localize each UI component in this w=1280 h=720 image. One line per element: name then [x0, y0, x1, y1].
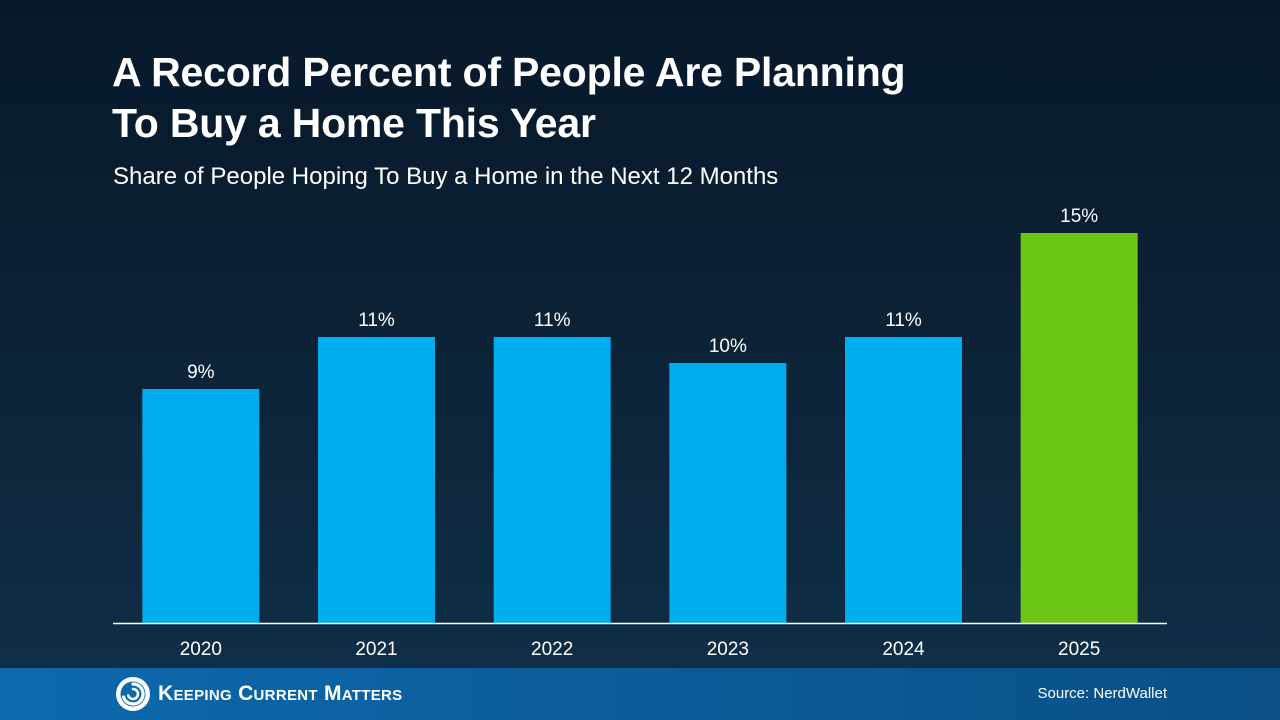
source-note: Source: NerdWallet — [1037, 685, 1168, 702]
x-tick-2023: 2023 — [707, 639, 749, 660]
x-tick-2020: 2020 — [180, 639, 222, 660]
chart-title: A Record Percent of People Are Planning … — [112, 47, 1112, 149]
brand-name: Keeping Current Matters — [158, 682, 403, 705]
chart-subtitle: Share of People Hoping To Buy a Home in … — [113, 163, 779, 190]
bar-2020 — [142, 389, 260, 623]
bar-2023 — [669, 363, 787, 623]
title-line-2: To Buy a Home This Year — [112, 100, 596, 146]
x-tick-2025: 2025 — [1058, 639, 1100, 660]
data-label-2024: 11% — [885, 310, 922, 331]
bar-2025 — [1020, 233, 1138, 623]
bar-chart: 9% 2020 11% 2021 11% 2022 10% 2023 11% 2024 15% 202… — [142, 206, 1138, 660]
x-tick-2021: 2021 — [355, 639, 397, 660]
data-label-2021: 11% — [358, 310, 395, 331]
bar-2022 — [493, 337, 611, 623]
data-label-2023: 10% — [709, 336, 747, 357]
x-tick-2022: 2022 — [531, 639, 573, 660]
data-label-2022: 11% — [534, 310, 571, 331]
x-tick-2024: 2024 — [882, 639, 925, 660]
data-label-2020: 9% — [187, 362, 215, 383]
data-label-2025: 15% — [1060, 206, 1098, 227]
bar-2021 — [318, 337, 435, 623]
footer-bar: Keeping Current Matters Source: NerdWall… — [0, 668, 1280, 720]
swirl-logo-icon — [116, 677, 150, 711]
title-line-1: A Record Percent of People Are Planning — [112, 49, 906, 95]
bar-2024 — [845, 337, 962, 623]
